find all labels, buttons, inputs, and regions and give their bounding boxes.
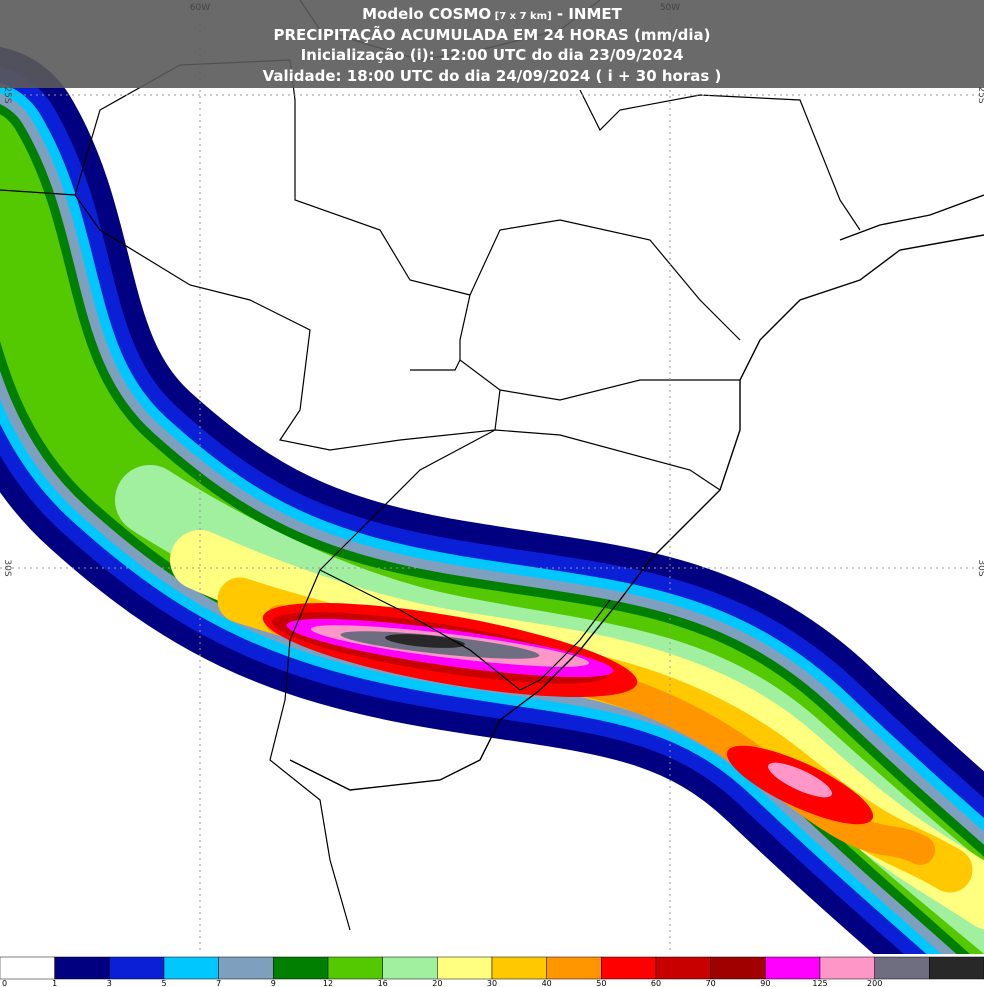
legend-swatch: [437, 956, 493, 980]
graticule: [0, 0, 984, 955]
legend-swatch: [109, 956, 165, 980]
legend-label: 16: [378, 979, 388, 987]
legend-swatch: [601, 956, 657, 980]
legend-label: 3: [107, 979, 112, 987]
legend-label: 90: [760, 979, 770, 987]
header-valid: Validade: 18:00 UTC do dia 24/09/2024 ( …: [263, 67, 722, 85]
legend-label: 7: [216, 979, 221, 987]
legend-label: 30: [487, 979, 497, 987]
latitude-label: 25S: [976, 86, 984, 103]
legend-swatch: [163, 956, 219, 980]
legend-swatch: [874, 956, 930, 980]
legend-label: 40: [542, 979, 552, 987]
header-text: [7 x 7 km]: [491, 11, 552, 22]
legend-swatch: [765, 956, 821, 980]
longitude-label: 60W: [190, 3, 210, 13]
legend-swatch: [710, 956, 766, 980]
header-init: Inicialização (i): 12:00 UTC do dia 23/0…: [301, 46, 684, 64]
latitude-label: 30S: [2, 559, 12, 576]
legend-swatch: [655, 956, 711, 980]
legend-swatch: [218, 956, 274, 980]
legend-label: 1: [52, 979, 57, 987]
color-legend: 0 1 3 5 7 9 12 16 20 30 40 50 60 70 90 125 200: [0, 954, 984, 987]
legend-swatch: [0, 956, 55, 980]
legend-label: 50: [596, 979, 606, 987]
legend-swatch: [929, 956, 984, 980]
legend-swatch: [382, 956, 438, 980]
longitude-label: 50W: [660, 3, 680, 13]
legend-swatch: [491, 956, 547, 980]
header-band: [0, 0, 984, 88]
legend-swatch: [327, 956, 383, 980]
legend-swatch: [273, 956, 329, 980]
precipitation-field: [0, 47, 984, 987]
legend-label: 200: [867, 979, 882, 987]
legend-label: 20: [432, 979, 442, 987]
legend-label: 125: [812, 979, 827, 987]
legend-swatch: [546, 956, 602, 980]
header-text: Modelo COSMO: [362, 5, 491, 23]
legend-swatch: [54, 956, 110, 980]
legend-label: 0: [2, 979, 7, 987]
legend-label: 60: [651, 979, 661, 987]
legend-label: 70: [706, 979, 716, 987]
header-model-line: Modelo COSMO [7 x 7 km] - INMET: [362, 5, 623, 23]
latitude-label: 30S: [976, 559, 984, 576]
legend-label: 9: [271, 979, 276, 987]
legend-swatch: [819, 956, 875, 980]
header-title: PRECIPITAÇÃO ACUMULADA EM 24 HORAS (mm/d…: [273, 25, 710, 44]
legend-label: 5: [161, 979, 166, 987]
latitude-label: 25S: [2, 86, 12, 103]
header-text: - INMET: [552, 5, 623, 23]
legend-label: 12: [323, 979, 333, 987]
